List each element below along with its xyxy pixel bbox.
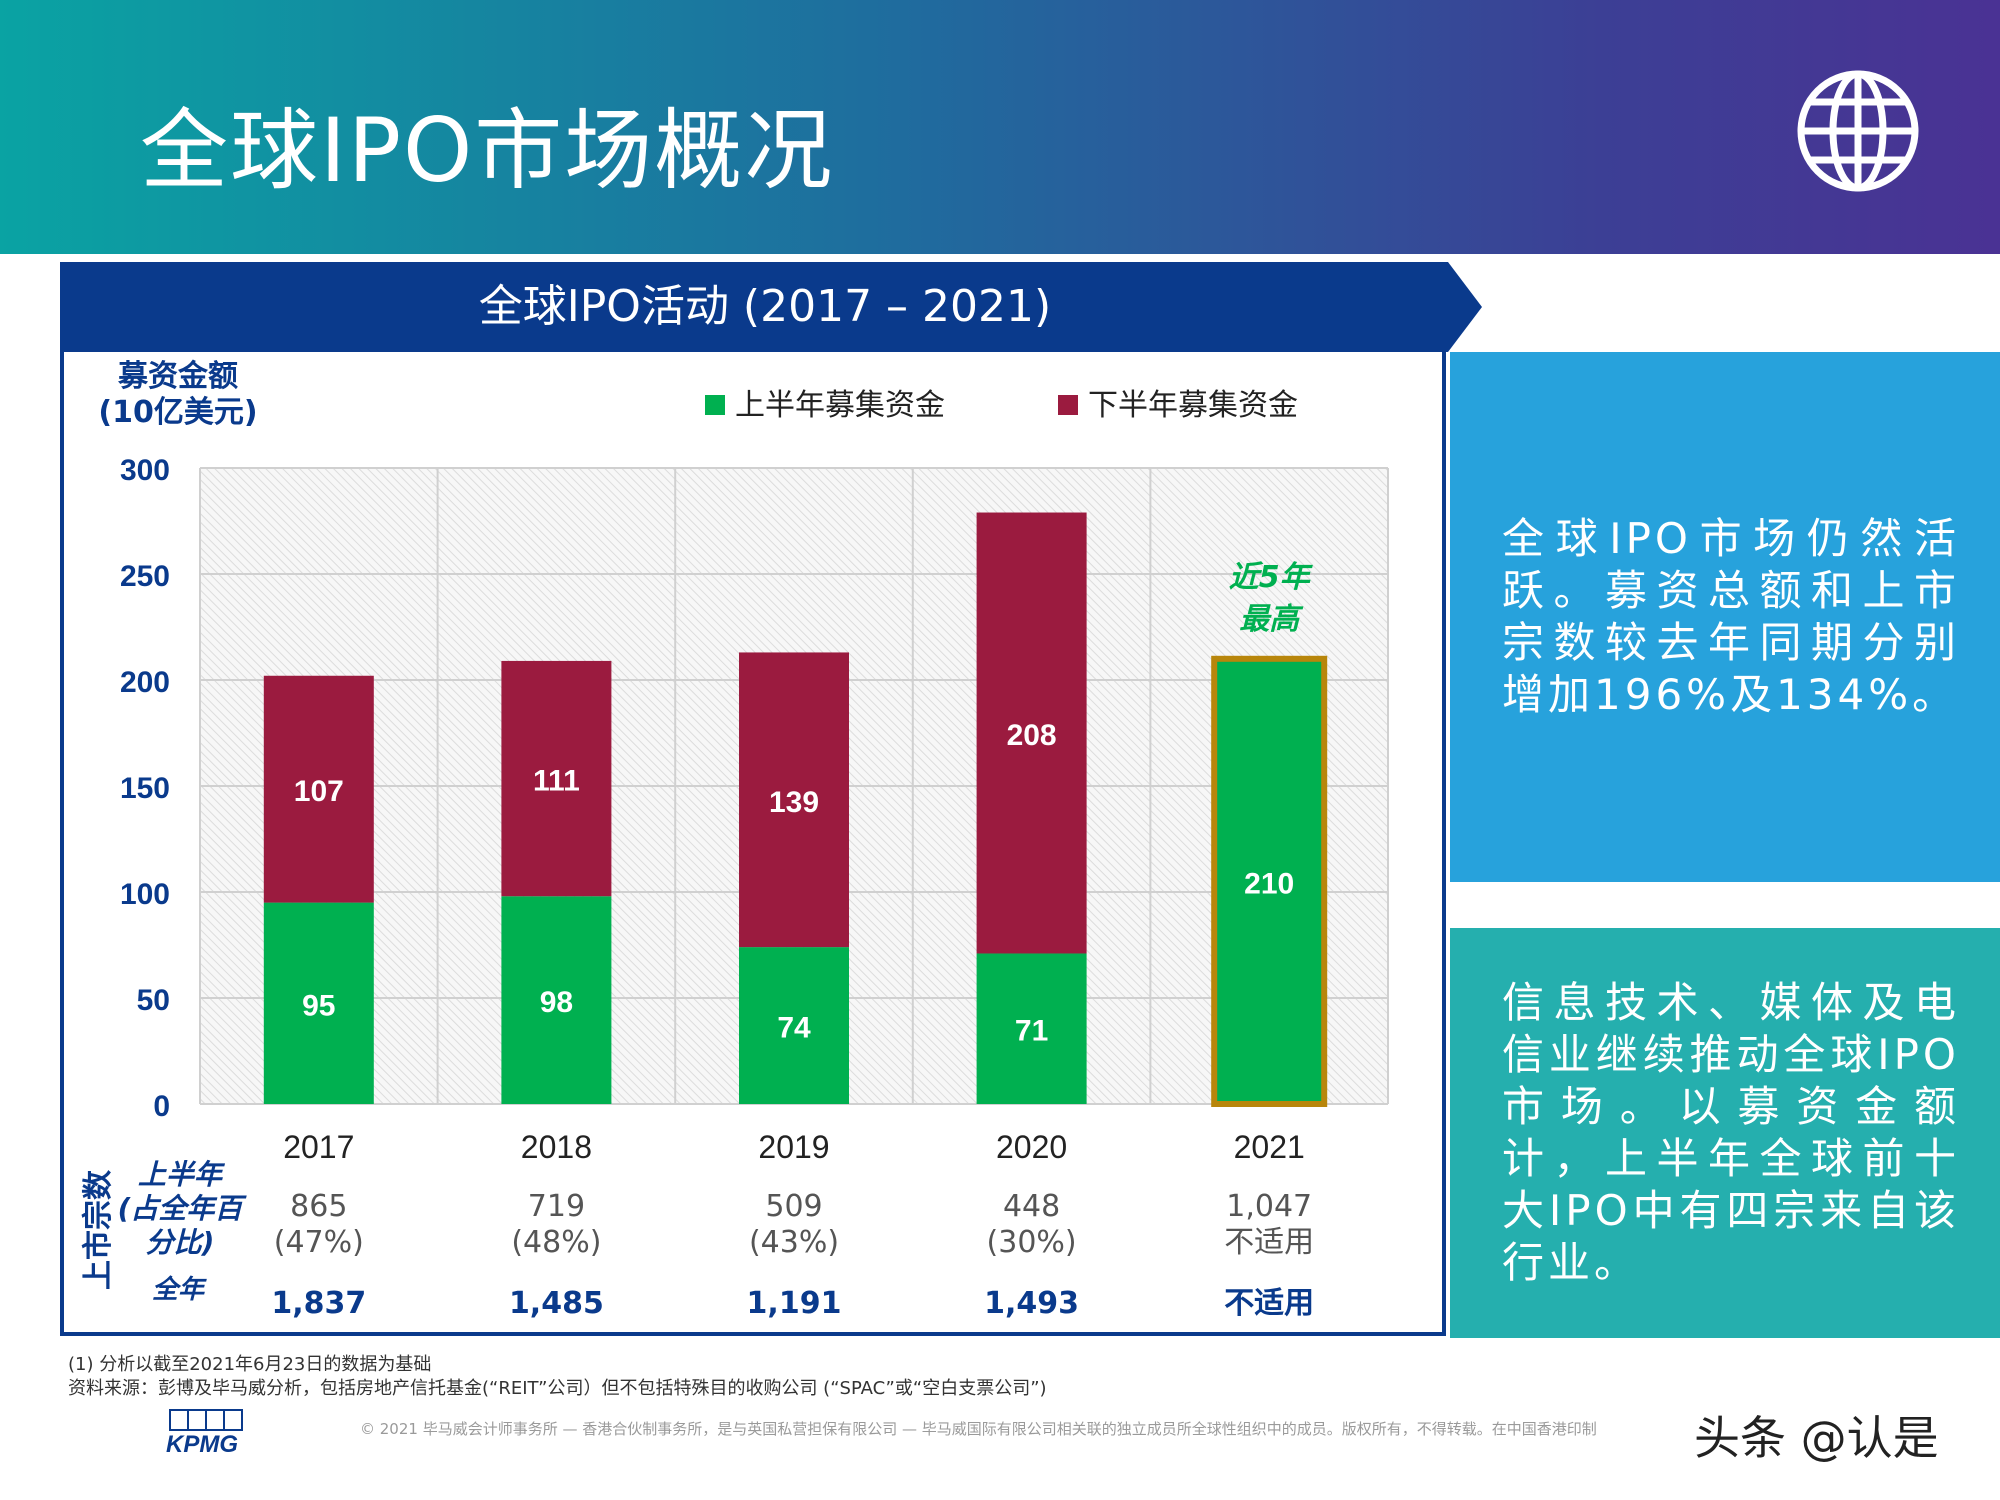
h1-count: 448 xyxy=(1003,1189,1060,1224)
chart-frame xyxy=(60,350,1446,1336)
legend-swatch xyxy=(1058,395,1078,415)
data-label: 107 xyxy=(294,775,344,808)
y-tick-label: 100 xyxy=(120,878,170,911)
legend-label: 上半年募集资金 xyxy=(735,388,945,423)
watermark: 头条 @认是 xyxy=(1694,1411,1939,1465)
data-label: 210 xyxy=(1244,867,1294,900)
h1-pct: (48%) xyxy=(511,1225,601,1260)
h1-count: 865 xyxy=(290,1189,347,1224)
h1-pct: (47%) xyxy=(274,1225,364,1260)
data-label: 98 xyxy=(540,986,573,1019)
legend-swatch xyxy=(705,395,725,415)
y-axis-title-1: 募资金额 xyxy=(117,359,238,394)
insight-text-2: 信息技术、媒体及电信业继续推动全球IPO市场。以募资金额计，上半年全球前十大IP… xyxy=(1502,978,1960,1287)
kpmg-logo-text: KPMG xyxy=(166,1431,238,1458)
bar-h2-2020 xyxy=(976,512,1087,954)
x-tick-label: 2017 xyxy=(283,1129,354,1165)
h1-row-label: 上半年 xyxy=(138,1158,226,1191)
bar-h1-2019 xyxy=(739,947,849,1104)
y-tick-label: 200 xyxy=(120,666,170,699)
full-year-count: 1,191 xyxy=(747,1286,842,1321)
h1-count: 1,047 xyxy=(1226,1189,1312,1224)
source-note: 资料来源：彭博及毕马威分析，包括房地产信托基金(“REIT”公司）但不包括特殊目… xyxy=(68,1378,1047,1399)
footnote: (1) 分析以截至2021年6月23日的数据为基础 xyxy=(68,1354,432,1375)
legend-label: 下半年募集资金 xyxy=(1088,388,1298,423)
insight-text-1: 全球IPO市场仍然活跃。募资总额和上市宗数较去年同期分别增加196%及134%。 xyxy=(1502,514,1960,719)
data-label: 74 xyxy=(777,1012,811,1045)
y-tick-label: 250 xyxy=(120,560,170,593)
highlight-annotation-1: 近5年 xyxy=(1229,560,1314,595)
copyright-text: © 2021 毕马威会计师事务所 — 香港合伙制事务所，是与英国私营担保有限公司… xyxy=(360,1420,1597,1438)
bar-h1-2021 xyxy=(1211,655,1328,1107)
highlight-annotation-2: 最高 xyxy=(1239,602,1304,637)
chart-title-banner xyxy=(60,262,1482,352)
x-tick-label: 2020 xyxy=(996,1129,1067,1165)
bar-h1-2017 xyxy=(263,902,374,1104)
globe-icon xyxy=(1797,70,1919,192)
h1-count: 719 xyxy=(528,1189,585,1224)
bar-h2-2018 xyxy=(501,660,612,897)
x-tick-label: 2019 xyxy=(758,1129,829,1165)
h1-row-label: 分比) xyxy=(146,1226,215,1259)
full-year-count: 不适用 xyxy=(1224,1286,1314,1321)
h1-row-label: (占全年百 xyxy=(118,1192,248,1225)
h1-pct: (30%) xyxy=(987,1225,1077,1260)
data-label: 111 xyxy=(533,765,580,798)
data-label: 208 xyxy=(1007,719,1057,752)
y-tick-label: 0 xyxy=(153,1090,170,1123)
insight-panel-1: 全球IPO市场仍然活跃。募资总额和上市宗数较去年同期分别增加196%及134%。 xyxy=(1450,352,2000,882)
bar-h1-2018 xyxy=(501,896,612,1104)
bar-h1-2020 xyxy=(976,953,1087,1104)
chart-title: 全球IPO活动 (2017 – 2021) xyxy=(478,281,1052,332)
h1-pct: (43%) xyxy=(749,1225,839,1260)
x-tick-label: 2021 xyxy=(1234,1129,1305,1165)
insight-panel-2: 信息技术、媒体及电信业继续推动全球IPO市场。以募资金额计，上半年全球前十大IP… xyxy=(1450,928,2000,1338)
data-label: 139 xyxy=(769,786,819,819)
h1-count: 509 xyxy=(765,1189,822,1224)
y-axis-title-2: (10亿美元) xyxy=(98,395,257,430)
full-year-count: 1,493 xyxy=(984,1286,1079,1321)
bar-h2-2019 xyxy=(739,652,849,948)
h1-pct: 不适用 xyxy=(1224,1225,1314,1260)
y-tick-label: 300 xyxy=(120,454,170,487)
listings-axis-label: 上市宗数 xyxy=(81,1169,116,1290)
header-banner xyxy=(0,0,2000,254)
data-label: 71 xyxy=(1015,1015,1048,1048)
full-year-count: 1,837 xyxy=(271,1286,366,1321)
y-tick-label: 150 xyxy=(120,772,170,805)
full-year-count: 1,485 xyxy=(509,1286,604,1321)
kpmg-logo: KPMG xyxy=(166,1409,243,1458)
bar-h2-2017 xyxy=(263,675,374,903)
x-tick-label: 2018 xyxy=(521,1129,592,1165)
y-tick-label: 50 xyxy=(137,984,170,1017)
page-title: 全球IPO市场概况 xyxy=(140,99,835,202)
full-year-row-label: 全年 xyxy=(152,1275,207,1305)
data-label: 95 xyxy=(302,989,335,1022)
